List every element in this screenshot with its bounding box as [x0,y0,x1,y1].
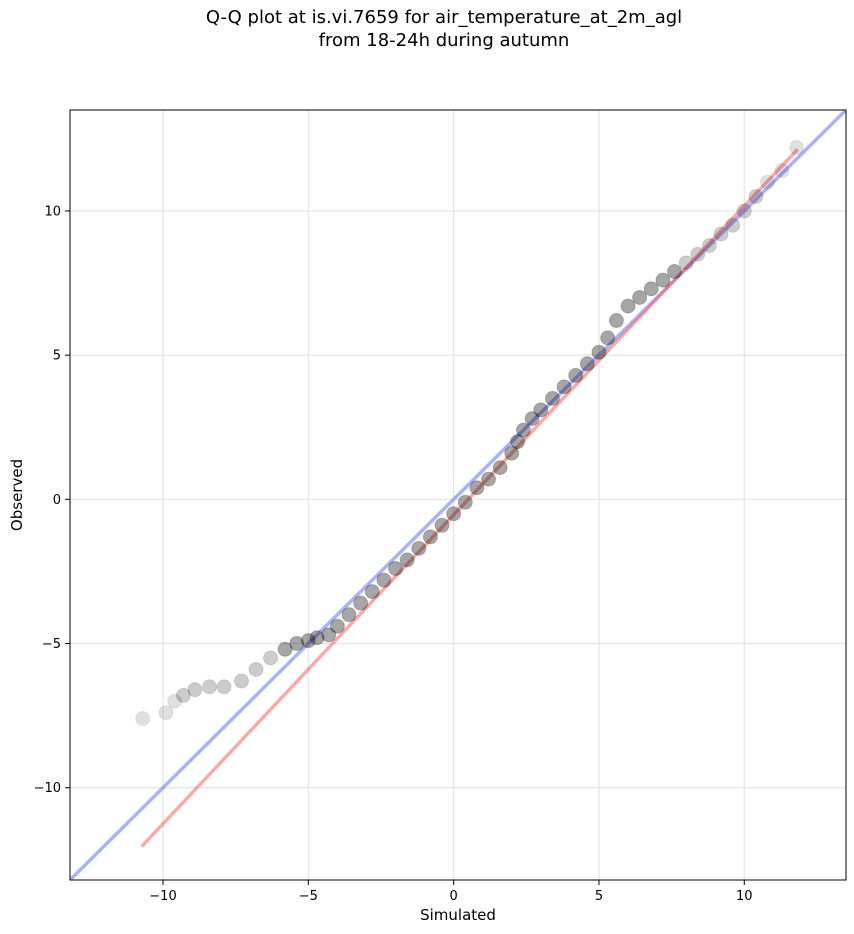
data-point [388,561,404,577]
x-axis-label: Simulated [420,906,496,924]
data-point [713,226,729,242]
fit-line [140,148,799,848]
data-point [248,661,264,677]
data-point [263,650,279,666]
data-point [167,693,183,709]
reference-line [70,110,846,880]
data-point [481,471,497,487]
y-tick-label: −10 [34,781,61,796]
data-point [457,494,473,510]
data-point [620,298,636,314]
data-point [608,313,624,329]
chart-title-line-2: from 18-24h during autumn [318,30,570,51]
data-point [434,517,450,533]
data-point [233,673,249,689]
data-point [329,618,345,634]
data-point [690,246,706,262]
data-point [701,238,717,254]
lines-layer [70,110,846,880]
chart-title-line-1: Q-Q plot at is.vi.7659 for air_temperatu… [205,7,683,28]
data-point [411,540,427,556]
data-point [515,422,531,438]
data-point [446,506,462,522]
data-point [655,272,671,288]
data-point [187,682,203,698]
data-point [643,281,659,297]
data-point [492,460,508,476]
data-point [774,163,790,179]
data-point [158,705,174,721]
data-point [568,367,584,383]
data-point [341,607,357,623]
data-point [760,174,776,190]
data-point [175,687,191,703]
y-tick-label: 10 [44,204,61,219]
data-point [524,411,540,427]
data-point [789,139,805,155]
y-tick-label: 0 [53,493,61,508]
data-point [300,633,316,649]
data-point [579,356,595,372]
data-point [600,330,616,346]
y-tick-label: −5 [42,637,61,652]
axis-ticks: −10 −5 0 5 10 −10 −5 0 5 10 [34,204,753,904]
data-point [533,402,549,418]
data-point [422,529,438,545]
chart-title: Q-Q plot at is.vi.7659 for air_temperatu… [0,6,854,52]
x-tick-label: 10 [736,889,753,904]
data-point [469,480,485,496]
y-tick-label: 5 [53,349,61,364]
data-point [202,679,218,695]
data-point [667,263,683,279]
plot-frame [69,109,847,881]
data-point [748,189,764,205]
data-point [632,289,648,305]
data-point [364,584,380,600]
data-point [510,434,526,450]
data-point [736,203,752,219]
data-point [216,679,232,695]
grid [70,110,846,880]
x-tick-label: −5 [299,889,318,904]
data-point [321,627,337,643]
data-point [289,636,305,652]
data-point [504,445,520,461]
data-point [591,344,607,360]
x-tick-label: 0 [449,889,457,904]
data-point [309,630,325,646]
data-point [725,217,741,233]
data-point [544,390,560,406]
data-point [399,552,415,568]
data-point [678,255,694,271]
x-tick-label: 5 [595,889,603,904]
data-point [277,641,293,657]
x-tick-label: −10 [149,889,176,904]
data-point [556,379,572,395]
data-point [376,572,392,588]
y-axis-label: Observed [8,459,26,531]
data-point [135,711,151,727]
points-layer [135,139,805,727]
data-point [353,595,369,611]
